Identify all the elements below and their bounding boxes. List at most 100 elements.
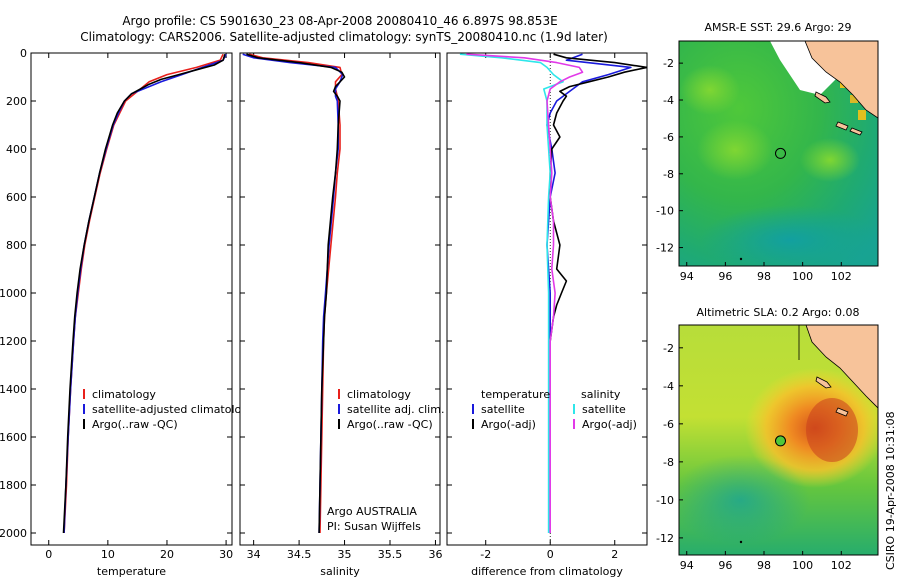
y-tick-label: 400 (6, 143, 27, 156)
mentawai-island (835, 121, 849, 131)
y-tick-label: 1600 (0, 431, 27, 444)
map-x-tick-label: 94 (680, 270, 694, 283)
y-tick-label: 2000 (0, 527, 27, 540)
series-line (246, 53, 346, 534)
temperature-panel: 0 10 20 30 temperature 0 200 400 600 800 1000 1200 1… (0, 47, 255, 578)
sst-hot-pixel (858, 110, 866, 120)
sumatra-land (805, 325, 878, 409)
map-y-tick-label: -4 (663, 94, 674, 107)
salinity-panel: 34 34.5 35 35.5 36 salinity climatology satelli… (239, 52, 444, 578)
series-group (62, 53, 227, 534)
enggano-island (849, 127, 863, 136)
map-y-tick-label: -6 (663, 131, 674, 144)
map-x-tick-label: 100 (792, 559, 813, 572)
sla-high-anomaly (806, 398, 858, 462)
map-y-tick-label: -8 (663, 168, 674, 181)
legend-label: Argo(..raw -QC) (92, 418, 178, 431)
annotation-line: Argo AUSTRALIA (327, 505, 417, 518)
map-x-tick-label: 96 (718, 559, 732, 572)
sst-hot-pixel (850, 95, 858, 103)
legend-header: temperature (481, 388, 550, 401)
map-y-tick-label: -8 (663, 456, 674, 469)
plot-frame (30, 52, 233, 546)
legend-label: Argo(-adj) (582, 418, 637, 431)
sst-warm-patch (697, 120, 773, 180)
legend-label: climatology (347, 388, 411, 401)
mentawai-island (814, 91, 831, 104)
sst-warm-patch (680, 65, 740, 115)
sst-warm-patch (800, 138, 860, 182)
legend-label: satellite (481, 403, 525, 416)
sla-map-frame (678, 324, 879, 556)
map-x-tick-label: 98 (757, 270, 771, 283)
annotation-line: PI: Susan Wijffels (327, 520, 421, 533)
map-x-tick-label: 96 (718, 270, 732, 283)
mentawai-island (835, 407, 849, 417)
map-y-tick-label: -2 (663, 342, 674, 355)
map-x-tick-label: 102 (831, 559, 852, 572)
y-tick-label: 1000 (0, 287, 27, 300)
sla-low-patch (679, 455, 810, 545)
x-tick-label: -2 (480, 548, 491, 561)
x-tick-label: 34 (247, 548, 261, 561)
x-axis-label: temperature (97, 565, 166, 578)
christmas-island-dot (739, 257, 743, 261)
difference-panel: -2 0 2 difference from climatology temperatu… (446, 52, 648, 578)
sst-map: AMSR-E SST: 29.6 Argo: 29 94 96 98 100 102 -2… (656, 21, 879, 283)
map-y-tick-label: -12 (656, 532, 674, 545)
sla-map: Altimetric SLA: 0.2 Argo: 0.08 94 96 98 100… (656, 306, 879, 572)
x-axis-label: difference from climatology (471, 565, 623, 578)
x-tick-label: 35.5 (378, 548, 403, 561)
legend-header: salinity (581, 388, 621, 401)
map-x-tick-label: 102 (831, 270, 852, 283)
title-line-1: Argo profile: CS 5901630_23 08-Apr-2008 … (122, 14, 557, 28)
sla-map-title: Altimetric SLA: 0.2 Argo: 0.08 (696, 306, 859, 319)
x-tick-label: 35 (338, 548, 352, 561)
legend-label: satellite (582, 403, 626, 416)
mentawai-island (815, 376, 832, 389)
sst-cool-patch (700, 205, 878, 266)
x-tick-label: 30 (219, 548, 233, 561)
x-tick-label: 0 (45, 548, 52, 561)
series-group (242, 53, 346, 534)
x-tick-label: 2 (611, 548, 618, 561)
x-tick-label: 36 (428, 548, 442, 561)
y-tick-label: 1800 (0, 479, 27, 492)
legend-label: satellite-adjusted climatology (92, 403, 255, 416)
y-tick-label: 800 (6, 239, 27, 252)
series-line (466, 53, 584, 533)
map-y-tick-label: -6 (663, 418, 674, 431)
sumatra-land (804, 41, 878, 119)
sst-argo-marker (775, 147, 786, 159)
map-y-tick-label: -12 (656, 242, 674, 255)
x-tick-label: 10 (101, 548, 115, 561)
legend-label: satellite adj. clim. (347, 403, 444, 416)
series-line (459, 53, 564, 533)
legend-label: Argo(..raw -QC) (347, 418, 433, 431)
sst-map-title: AMSR-E SST: 29.6 Argo: 29 (704, 21, 851, 34)
christmas-island-dot (739, 540, 743, 544)
legend-label: climatology (92, 388, 156, 401)
map-x-tick-label: 98 (757, 559, 771, 572)
y-tick-label: 1400 (0, 383, 27, 396)
y-tick-label: 600 (6, 191, 27, 204)
map-x-tick-label: 94 (680, 559, 694, 572)
legend-label: Argo(-adj) (481, 418, 536, 431)
map-y-tick-label: -10 (656, 494, 674, 507)
sst-map-frame (678, 40, 879, 267)
x-axis-label: salinity (320, 565, 360, 578)
sla-argo-marker (775, 435, 786, 447)
series-line (62, 53, 226, 534)
x-tick-label: 0 (547, 548, 554, 561)
title-line-2: Climatology: CARS2006. Satellite-adjuste… (80, 30, 608, 44)
y-tick-label: 200 (6, 95, 27, 108)
credit-label: CSIRO 19-Apr-2008 10:31:08 (884, 411, 897, 570)
y-tick-label: 1200 (0, 335, 27, 348)
y-tick-label: 0 (20, 47, 27, 60)
map-y-tick-label: -10 (656, 205, 674, 218)
series-group (459, 53, 647, 533)
x-tick-label: 34.5 (287, 548, 312, 561)
map-y-tick-label: -4 (663, 380, 674, 393)
x-tick-label: 20 (160, 548, 174, 561)
